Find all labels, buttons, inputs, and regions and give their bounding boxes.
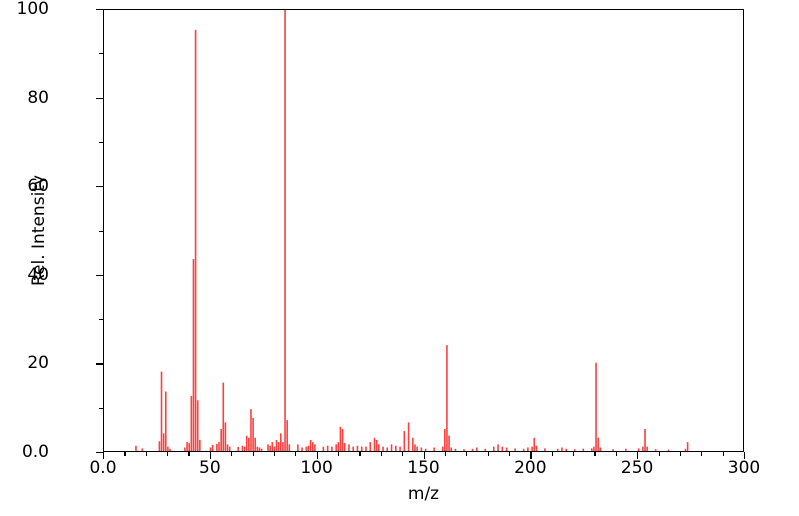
y-tick-label: 40	[27, 264, 49, 285]
x-tick-minor	[188, 452, 190, 456]
x-tick-minor	[444, 452, 447, 456]
x-tick-minor	[551, 452, 553, 456]
x-tick-major	[316, 452, 318, 459]
x-tick-label: 0.0	[89, 458, 117, 478]
x-tick-minor	[338, 452, 340, 456]
x-tick-minor	[615, 452, 617, 456]
x-tick-minor	[145, 452, 147, 456]
x-tick-minor	[402, 452, 404, 456]
x-tick-label: 50	[199, 458, 221, 478]
y-tick-minor	[99, 407, 103, 409]
x-tick-label: 200	[514, 458, 547, 478]
x-tick-minor	[124, 452, 126, 456]
y-tick-label: 20	[27, 353, 49, 374]
x-tick-label: 300	[727, 458, 761, 478]
y-tick-major	[96, 97, 103, 99]
x-tick-minor	[573, 452, 575, 456]
x-tick-major	[530, 452, 532, 459]
x-tick-label: 250	[620, 458, 654, 478]
x-tick-minor	[273, 452, 276, 456]
x-tick-minor	[380, 452, 382, 456]
x-tick-label: 150	[407, 458, 440, 478]
x-tick-minor	[231, 452, 233, 456]
y-tick-major	[96, 452, 103, 454]
y-tick-label: 60	[27, 176, 49, 197]
y-tick-label: 100	[16, 0, 49, 19]
x-tick-minor	[359, 452, 361, 456]
x-tick-minor	[487, 452, 489, 456]
x-tick-minor	[252, 452, 254, 456]
x-tick-major	[637, 452, 639, 459]
x-tick-major	[103, 452, 105, 459]
y-tick-minor	[99, 141, 103, 144]
x-tick-minor	[722, 452, 724, 456]
y-tick-major	[96, 363, 103, 365]
x-tick-minor	[167, 452, 169, 456]
x-tick-minor	[701, 452, 703, 456]
x-tick-minor	[508, 452, 511, 456]
y-tick-label: 0.0	[21, 442, 49, 462]
x-tick-minor	[658, 452, 660, 456]
x-tick-minor	[594, 452, 596, 456]
x-tick-major	[744, 452, 746, 459]
y-axis-label: Rel. Intensity	[29, 174, 49, 287]
y-tick-major	[96, 274, 103, 276]
y-tick-label: 80	[27, 87, 49, 108]
plot-area	[103, 9, 744, 452]
y-tick-major	[96, 186, 103, 188]
y-tick-major	[96, 9, 103, 11]
x-tick-minor	[466, 452, 468, 456]
y-tick-minor	[99, 230, 103, 232]
spectrum-peaks	[104, 10, 743, 451]
y-tick-minor	[99, 319, 103, 321]
x-tick-major	[423, 452, 425, 459]
x-tick-minor	[295, 452, 297, 456]
x-tick-label: 100	[300, 458, 333, 478]
x-tick-minor	[679, 452, 682, 456]
x-tick-major	[209, 452, 212, 459]
y-tick-minor	[99, 53, 103, 55]
x-axis-label: m/z	[407, 484, 440, 504]
